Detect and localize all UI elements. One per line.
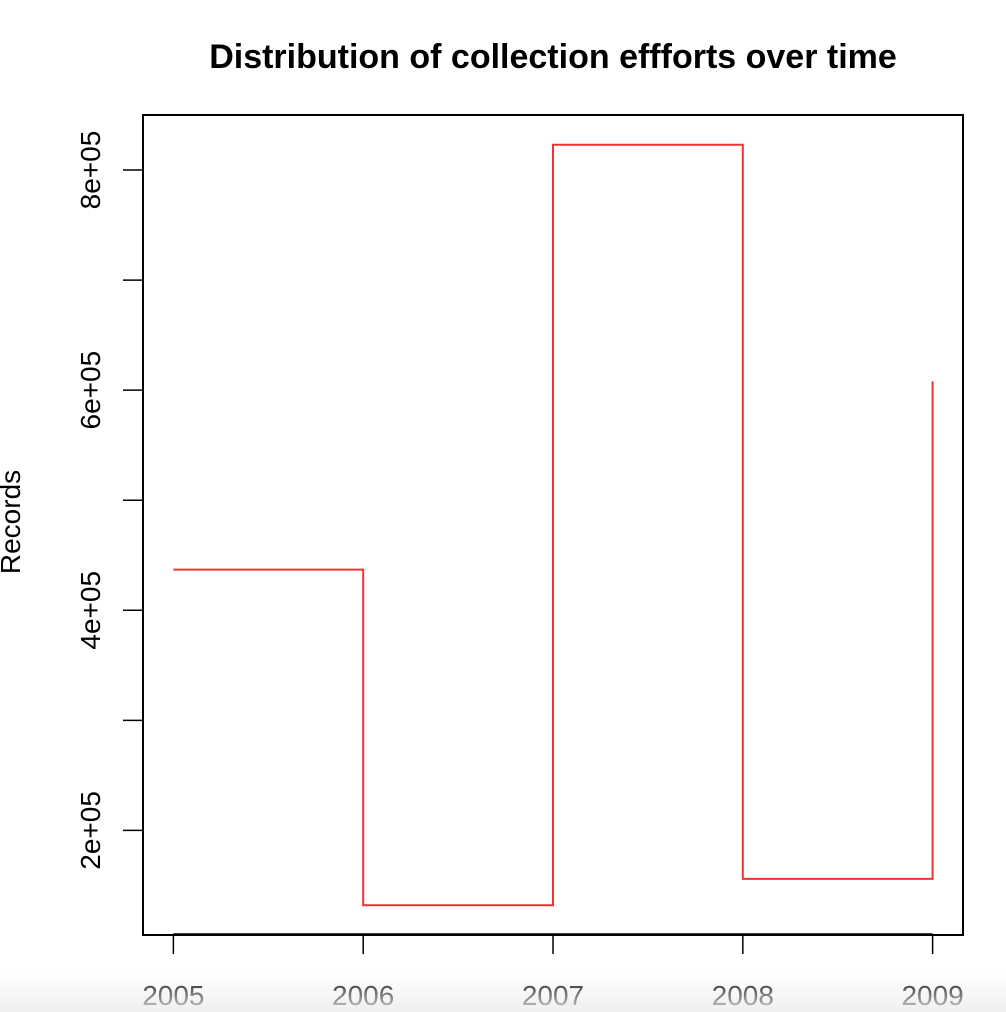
y-tick-label: 2e+05: [75, 791, 106, 870]
chart-title: Distribution of collection effforts over…: [209, 38, 897, 76]
x-tick-label: 2006: [332, 980, 394, 1011]
x-axis: 2005 2006 2007 2008 2009: [142, 933, 964, 1011]
y-axis: 2e+05 4e+05 6e+05 8e+05: [75, 131, 144, 870]
x-tick-label: 2008: [712, 980, 774, 1011]
y-tick-label: 8e+05: [75, 131, 106, 210]
x-tick-label: 2007: [522, 980, 584, 1011]
y-tick-label: 6e+05: [75, 351, 106, 430]
x-tick-label: 2005: [142, 980, 204, 1011]
y-tick-label: 4e+05: [75, 571, 106, 650]
series-step-line: [173, 143, 934, 907]
x-tick-label: 2009: [901, 980, 963, 1011]
y-axis-label: Records: [0, 470, 26, 574]
